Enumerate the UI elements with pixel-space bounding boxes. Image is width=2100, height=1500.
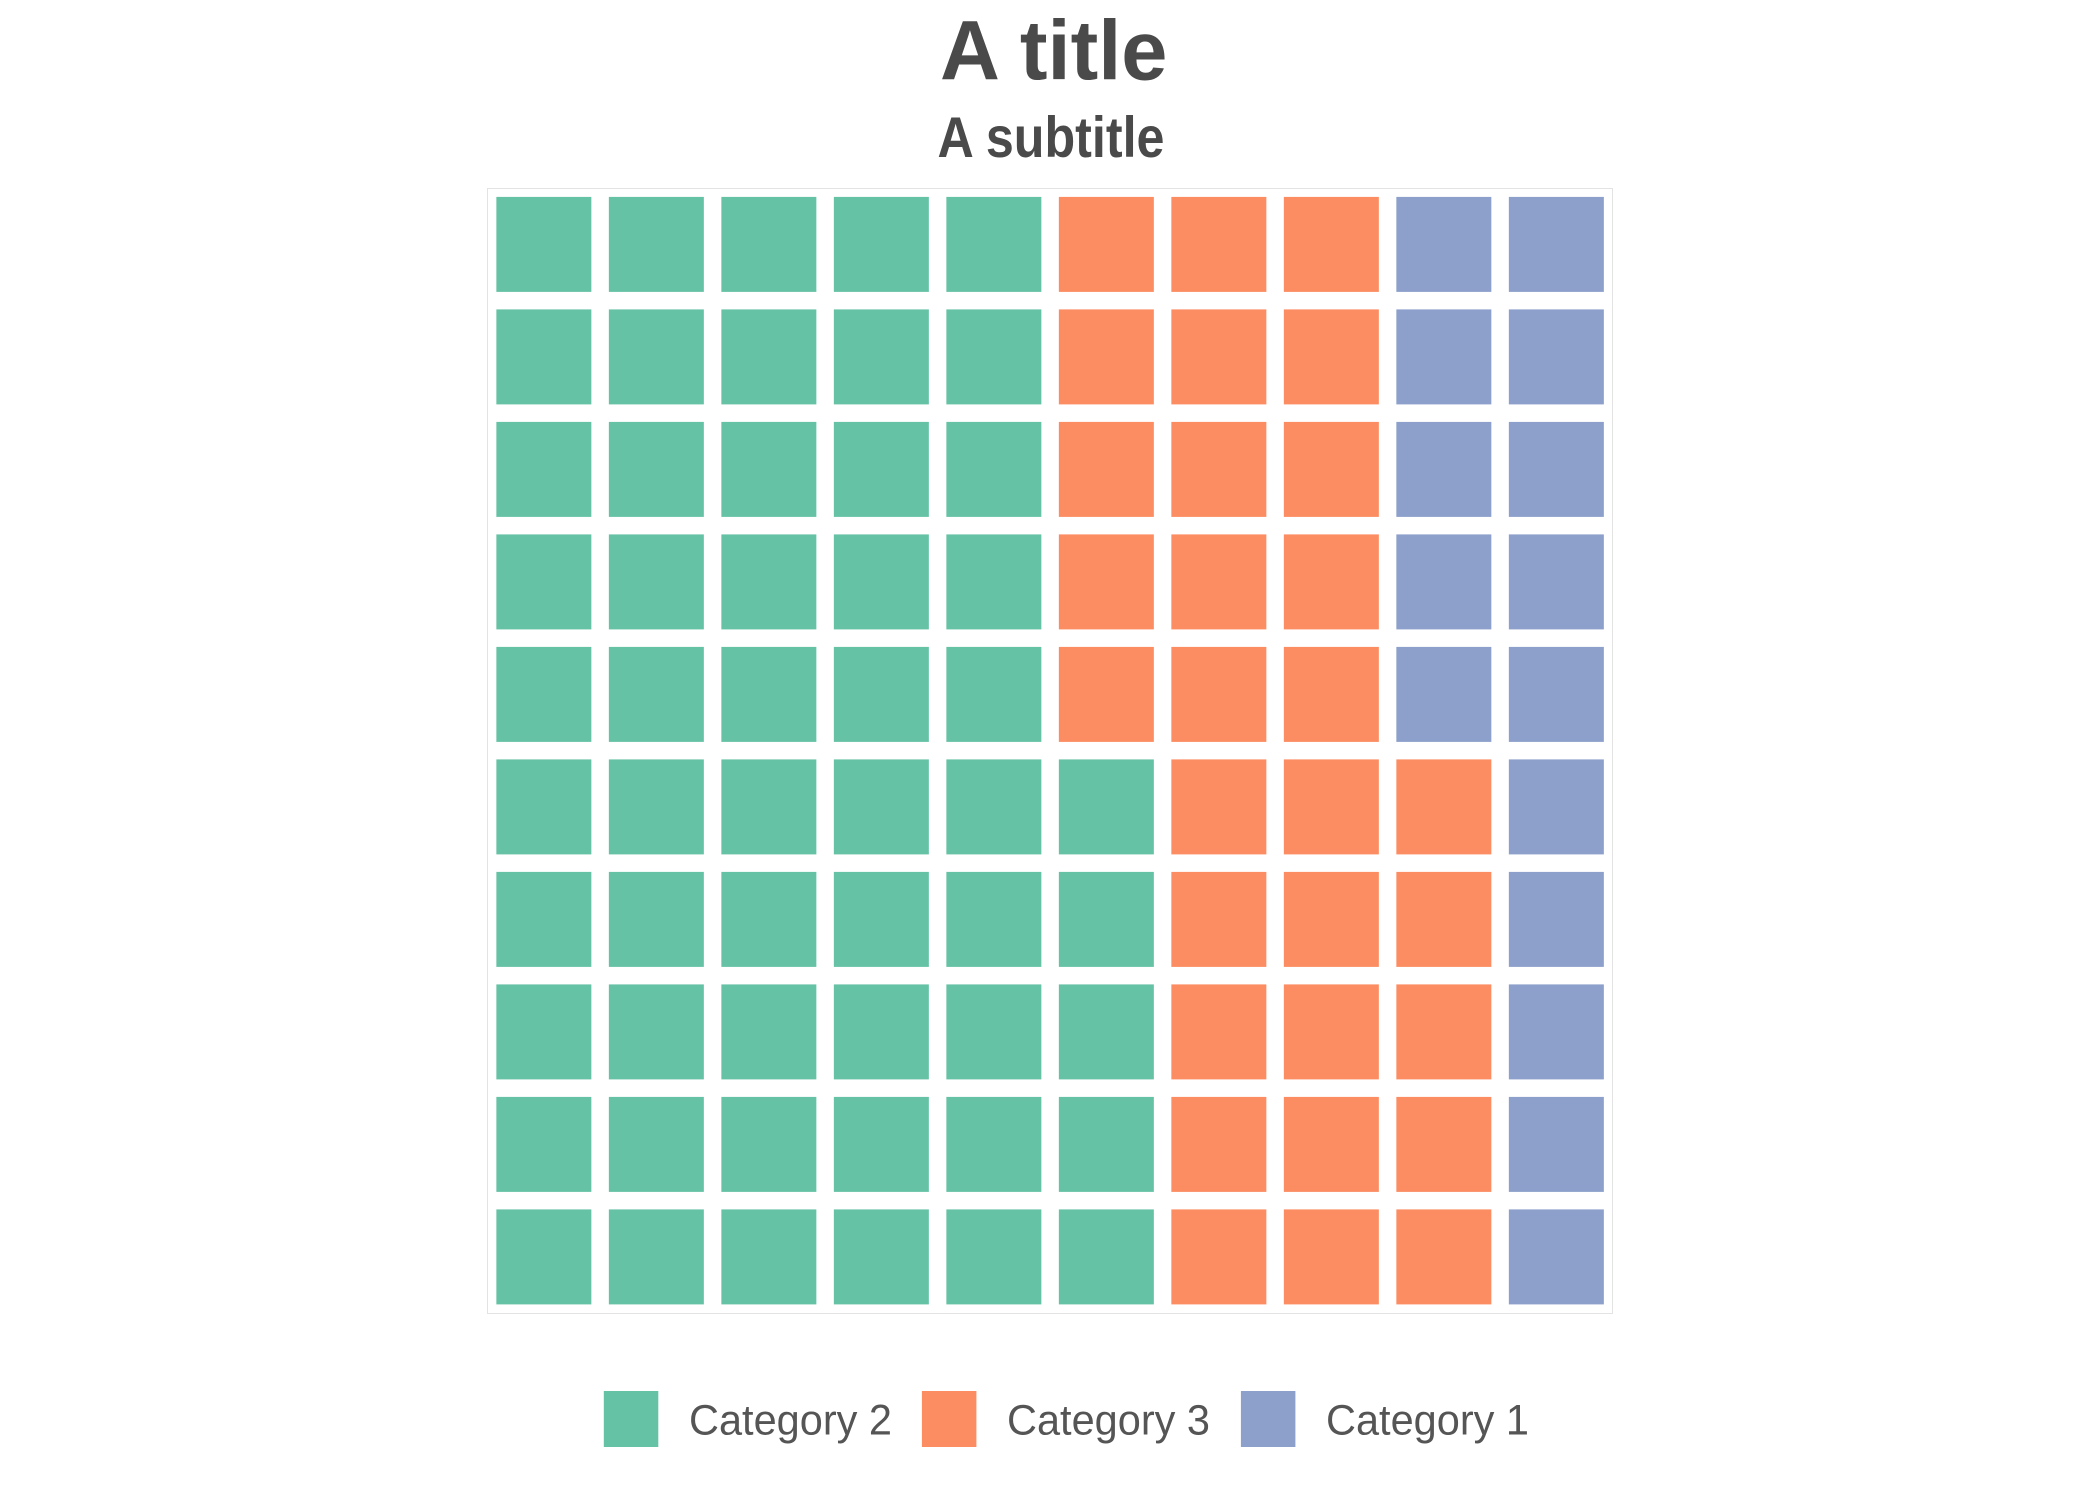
- svg-text:Category 3: Category 3: [1007, 1396, 1210, 1444]
- svg-text:Category 1: Category 1: [1326, 1396, 1529, 1444]
- svg-text:A subtitle: A subtitle: [938, 106, 1165, 170]
- svg-text:Category 2: Category 2: [689, 1396, 892, 1444]
- svg-text:A title: A title: [940, 4, 1167, 98]
